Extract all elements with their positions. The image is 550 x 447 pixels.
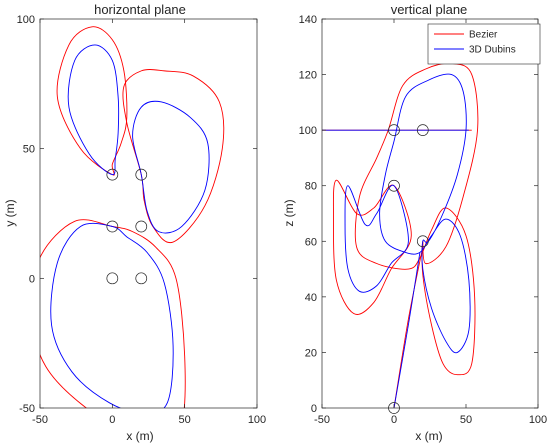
series-line-3d-dubins (132, 100, 210, 234)
y-tick-label: 20 (305, 347, 317, 359)
axes-box (321, 18, 539, 409)
x-axis-label: x (m) (126, 429, 153, 443)
x-tick-label: -50 (32, 414, 48, 426)
legend: Bezier 3D Dubins (427, 23, 541, 65)
waypoint-marker (106, 220, 119, 233)
horizontal-plane-panel: horizontal plane x (m) y (m) -50 0 50 100-5… (3, 2, 266, 443)
legend-label-3d-dubins: 3D Dubins (469, 45, 516, 56)
x-axis-label: x (m) (415, 429, 442, 443)
y-tick-label: 0 (311, 403, 317, 415)
waypoint-marker (388, 124, 400, 136)
waypoint-marker (416, 235, 429, 248)
series-line-bezier (122, 69, 225, 244)
waypoint-marker (106, 168, 119, 181)
y-axis-label: z (m) (282, 199, 296, 226)
waypoint-marker (135, 220, 148, 233)
series-line-3d-dubins (379, 73, 471, 354)
series-line-3d-dubins (393, 252, 421, 408)
series-line-3d-dubins (344, 184, 409, 293)
series-group (40, 26, 225, 408)
waypoint-marker (106, 272, 119, 285)
y-tick-label: 60 (305, 236, 317, 248)
y-tick-label: 100 (299, 125, 317, 137)
series-line-3d-dubins (67, 44, 120, 176)
x-tick-label: 100 (248, 414, 266, 426)
y-tick-label: 100 (17, 14, 35, 26)
series-line-bezier (354, 62, 479, 376)
x-tick-label: -50 (314, 414, 330, 426)
x-tick-label: 0 (109, 414, 115, 426)
x-tick-label: 100 (529, 414, 547, 426)
y-tick-label: 80 (305, 181, 317, 193)
legend-box (427, 23, 541, 65)
y-tick-label: 120 (299, 70, 317, 82)
y-tick-label: 0 (29, 273, 35, 285)
axes-box (39, 18, 258, 409)
x-tick-label: 50 (460, 414, 472, 426)
y-tick-label: 50 (23, 144, 35, 156)
series-line-bezier (40, 219, 186, 408)
waypoint-marker (388, 179, 400, 192)
waypoint-marker (135, 272, 148, 285)
vertical-plane-panel: vertical plane x (m) z (m) -50 0 50 1000204… (282, 2, 547, 443)
chart-title: vertical plane (391, 2, 468, 17)
y-tick-label: 40 (305, 292, 317, 304)
x-tick-label: 50 (179, 414, 191, 426)
waypoint-marker (135, 168, 148, 181)
y-axis-label: y (m) (3, 199, 17, 226)
plot-area: -50 0 50 100 -50 0 50 100 (17, 14, 267, 426)
legend-label-bezier: Bezier (469, 30, 498, 41)
series-line-bezier (56, 26, 128, 176)
waypoint-marker (416, 124, 429, 136)
series-group (322, 62, 479, 408)
y-tick-label: 140 (299, 14, 317, 26)
chart-title: horizontal plane (94, 2, 186, 17)
y-tick-label: -50 (19, 403, 35, 415)
series-line-bezier (332, 179, 412, 315)
x-tick-label: 0 (391, 414, 397, 426)
series-line-3d-dubins (50, 222, 174, 408)
